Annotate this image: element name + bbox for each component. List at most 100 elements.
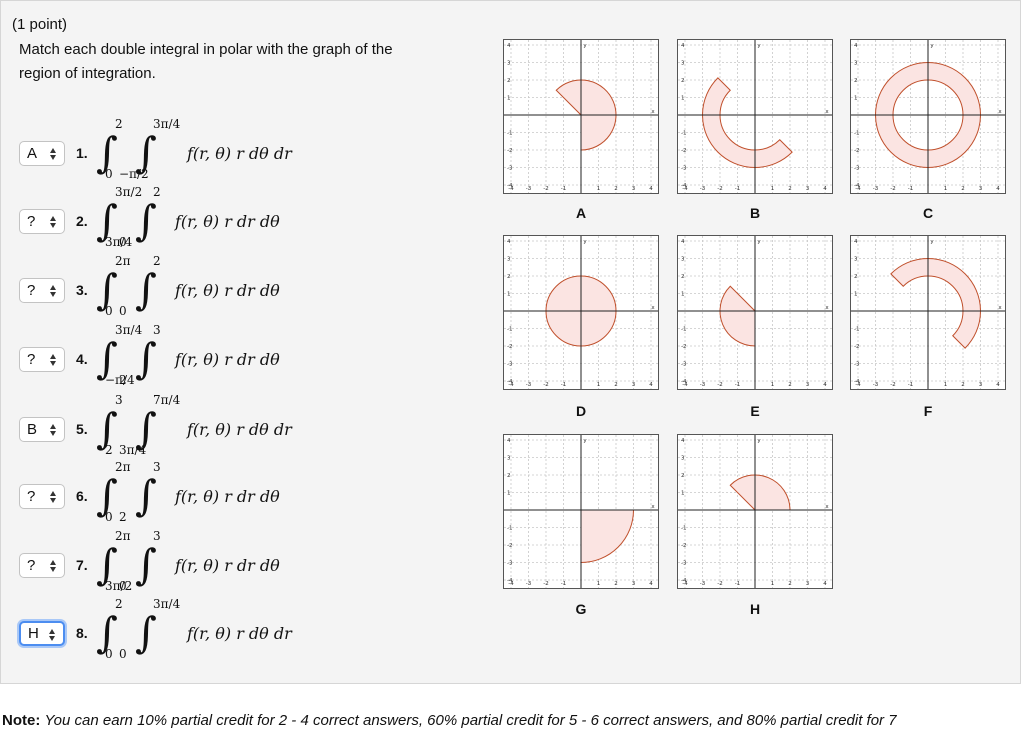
outer-upper-limit: 2π	[115, 529, 131, 543]
y-tick-label: 1	[507, 292, 511, 298]
y-tick-label: 4	[681, 239, 685, 245]
outer-upper-limit: 2	[115, 597, 123, 611]
x-tick-label: 3	[806, 382, 810, 388]
inner-lower-limit: 2	[119, 510, 127, 524]
x-tick-label: -1	[908, 382, 913, 388]
inner-upper-limit: 3	[153, 323, 161, 337]
integration-region	[729, 474, 791, 511]
y-tick-label: 3	[507, 61, 511, 67]
x-tick-label: 4	[649, 186, 653, 192]
integrand: f(r, θ) r dθ dr	[187, 144, 292, 163]
answer-select[interactable]: A	[19, 141, 65, 166]
outer-lower-limit: 0	[105, 510, 113, 524]
answer-select[interactable]: ?	[19, 347, 65, 372]
answer-select[interactable]: ?	[19, 278, 65, 303]
x-tick-label: -4	[682, 382, 688, 388]
inner-upper-limit: 7π/4	[153, 393, 181, 407]
x-tick-label: 4	[823, 382, 827, 388]
x-tick-label: -4	[508, 382, 514, 388]
y-tick-label: 1	[681, 491, 685, 497]
y-tick-label: -4	[507, 379, 513, 385]
inner-integral-sign: ∫	[135, 196, 157, 245]
answer-select[interactable]: B	[19, 417, 65, 442]
x-axis-label: x	[825, 109, 829, 115]
x-tick-label: -2	[717, 186, 722, 192]
y-tick-label: -1	[507, 131, 512, 137]
y-tick-label: -2	[681, 344, 686, 350]
x-tick-label: 2	[614, 581, 618, 587]
x-tick-label: -3	[700, 382, 706, 388]
answer-value: ?	[27, 488, 36, 505]
y-tick-label: 1	[854, 292, 858, 298]
outer-lower-limit: 3π/4	[105, 235, 133, 249]
inner-integral-sign: ∫	[135, 471, 157, 520]
x-tick-label: 2	[961, 382, 965, 388]
instruction-line-2: region of integration.	[19, 65, 156, 82]
integrand: f(r, θ) r dr dθ	[175, 487, 280, 506]
outer-upper-limit: 3π/4	[115, 323, 143, 337]
answer-value: ?	[27, 351, 36, 368]
y-tick-label: -1	[681, 526, 686, 532]
x-tick-label: 1	[597, 186, 601, 192]
inner-lower-limit: 2	[119, 373, 127, 387]
answer-value: H	[28, 625, 39, 642]
problem-panel: (1 point) Match each double integral in …	[0, 0, 1021, 684]
x-tick-label: -3	[526, 382, 532, 388]
y-tick-label: 3	[507, 456, 511, 462]
y-tick-label: 4	[507, 43, 511, 49]
y-tick-label: -3	[507, 561, 513, 567]
x-tick-label: 1	[771, 186, 775, 192]
x-tick-label: 2	[788, 186, 792, 192]
integrand: f(r, θ) r dr dθ	[175, 281, 280, 300]
x-tick-label: 3	[979, 382, 983, 388]
y-tick-label: 2	[507, 473, 511, 479]
outer-integral-sign: ∫	[96, 196, 118, 245]
y-tick-label: -3	[681, 166, 687, 172]
inner-upper-limit: 2	[153, 185, 161, 199]
outer-upper-limit: 3π/2	[115, 185, 143, 199]
answer-select[interactable]: ?	[19, 553, 65, 578]
answer-select[interactable]: ?	[19, 209, 65, 234]
points-label: (1 point)	[12, 16, 68, 33]
x-tick-label: -3	[526, 186, 532, 192]
x-tick-label: -4	[855, 382, 861, 388]
y-tick-label: -4	[681, 578, 687, 584]
y-axis-label: y	[757, 239, 761, 245]
graph-label: A	[575, 205, 587, 221]
inner-integral-sign: ∫	[135, 265, 157, 314]
x-axis-label: x	[651, 109, 655, 115]
x-tick-label: -3	[700, 581, 706, 587]
inner-integral-sign: ∫	[135, 608, 157, 657]
y-tick-label: -1	[507, 327, 512, 333]
answer-select[interactable]: ?	[19, 484, 65, 509]
select-arrows-icon	[50, 285, 57, 297]
y-tick-label: 2	[507, 274, 511, 280]
x-tick-label: -2	[543, 581, 548, 587]
inner-integral-sign: ∫	[135, 334, 157, 383]
x-tick-label: 4	[649, 382, 653, 388]
x-tick-label: 2	[788, 382, 792, 388]
y-tick-label: -3	[854, 362, 860, 368]
y-axis-label: y	[930, 239, 934, 245]
x-axis-label: x	[998, 305, 1002, 311]
x-tick-label: 1	[944, 382, 948, 388]
y-tick-label: -4	[681, 379, 687, 385]
inner-lower-limit: 0	[119, 304, 127, 318]
inner-upper-limit: 3π/4	[153, 597, 181, 611]
y-tick-label: -1	[854, 131, 859, 137]
answer-select[interactable]: H	[19, 621, 65, 646]
y-tick-label: 2	[507, 78, 511, 84]
integrand: f(r, θ) r dθ dr	[187, 420, 292, 439]
select-arrows-icon	[50, 560, 57, 572]
y-tick-label: 4	[681, 438, 685, 444]
x-axis-label: x	[651, 305, 655, 311]
graph-label: C	[922, 205, 934, 221]
outer-upper-limit: 2	[115, 117, 123, 131]
y-tick-label: 4	[507, 438, 511, 444]
outer-integral-sign: ∫	[96, 608, 118, 657]
x-tick-label: 1	[771, 581, 775, 587]
x-tick-label: -1	[735, 382, 740, 388]
